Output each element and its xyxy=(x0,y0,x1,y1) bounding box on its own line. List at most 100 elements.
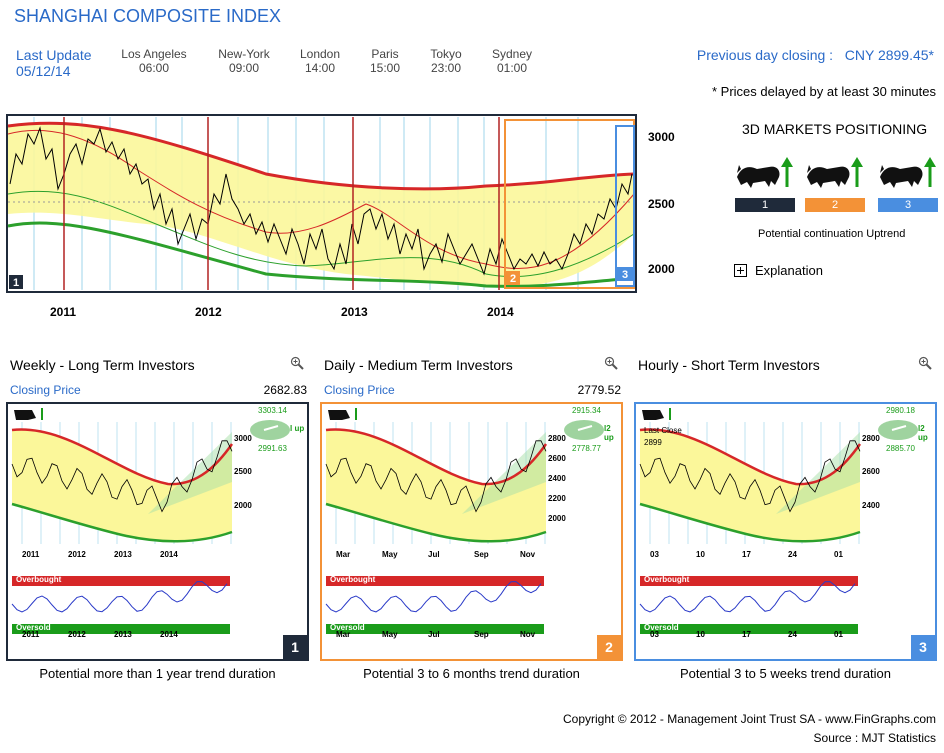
range-high: 2980.18 xyxy=(886,406,915,415)
closing-price-label: Closing Price xyxy=(10,383,81,397)
bull-icon xyxy=(737,157,793,188)
range-high: 3303.14 xyxy=(258,406,287,415)
closing-price-value: 2682.83 xyxy=(263,383,307,397)
x-tick: Jul xyxy=(428,550,440,559)
copyright: Copyright © 2012 - Management Joint Trus… xyxy=(563,712,936,726)
x-tick: Nov xyxy=(520,550,536,559)
oversold-label: Oversold xyxy=(16,623,51,632)
range-low: 2885.70 xyxy=(886,444,915,453)
x-tick: 03 xyxy=(650,550,659,559)
x-tick: Mar xyxy=(336,550,351,559)
x-tick: 17 xyxy=(742,550,751,559)
panel-title: Weekly - Long Term Investors xyxy=(10,357,195,373)
marker-1: 1 xyxy=(13,277,19,289)
city-clock: London 14:00 xyxy=(299,47,341,75)
panel-chart-svg xyxy=(11,408,290,634)
x-tick-lower: 2014 xyxy=(160,630,178,639)
closing-price-value: 2779.52 xyxy=(577,383,621,397)
x-tick-lower: 01 xyxy=(834,630,843,639)
marker-3: 3 xyxy=(622,269,628,281)
overbought-label: Overbought xyxy=(330,575,376,584)
x-tick-lower: 2011 xyxy=(22,630,40,639)
panel-tag: 3 xyxy=(911,635,935,659)
zoom-icon[interactable] xyxy=(290,356,304,370)
y-tick: 2000 xyxy=(648,262,675,276)
y-tick: 2600 xyxy=(862,467,880,477)
x-tick-lower: Jul xyxy=(428,630,440,639)
y-tick: 2600 xyxy=(548,454,566,463)
x-tick: 24 xyxy=(788,550,797,559)
zoom-icon[interactable] xyxy=(918,356,932,370)
x-tick-lower: 24 xyxy=(788,630,797,639)
x-tick-lower: Sep xyxy=(474,630,489,639)
positioning-badge-3: 3 xyxy=(878,198,938,212)
previous-closing: Previous day closing : CNY 2899.45* xyxy=(696,47,934,63)
last-close-value: 2899 xyxy=(644,438,662,447)
city-clock: Tokyo 23:00 xyxy=(430,47,462,75)
x-tick-lower: 03 xyxy=(650,630,659,639)
x-tick-lower: Mar xyxy=(336,630,351,639)
zoom-icon[interactable] xyxy=(604,356,618,370)
city-clock: Sydney 01:00 xyxy=(491,47,533,75)
x-tick: 10 xyxy=(696,550,705,559)
y-tick: 2400 xyxy=(548,474,566,483)
closing-price-label: Closing Price xyxy=(324,383,395,397)
last-close-label: Last Close xyxy=(644,426,682,435)
y-tick: 2500 xyxy=(648,197,675,211)
oversold-label: Oversold xyxy=(644,623,679,632)
panel-title: Daily - Medium Term Investors xyxy=(324,357,513,373)
x-tick: 2013 xyxy=(114,550,132,559)
positioning-status: Potential continuation Uptrend xyxy=(758,228,906,240)
panel-tag: 2 xyxy=(597,635,621,659)
x-tick: 01 xyxy=(834,550,843,559)
x-tick: 2011 xyxy=(22,550,40,559)
y-tick: 2200 xyxy=(548,494,566,503)
x-tick-lower: 10 xyxy=(696,630,705,639)
x-tick: 2014 xyxy=(160,550,178,559)
panel-chart-svg xyxy=(325,408,604,634)
y-tick: 2800 xyxy=(862,434,880,443)
overbought-label: Overbought xyxy=(16,575,62,584)
y-tick: 2400 xyxy=(862,500,880,510)
y-tick: 3000 xyxy=(234,434,252,443)
panel-chart-3[interactable]: 2980.18 2885.70 l2 up 2800 2600 2400 03 03 10 10 1… xyxy=(634,402,937,661)
last-update: Last Update 05/12/14 xyxy=(16,47,92,79)
delay-note: * Prices delayed by at least 30 minutes xyxy=(711,84,936,99)
positioning-badge-1: 1 xyxy=(735,198,795,212)
x-tick-lower: May xyxy=(382,630,398,639)
x-tick: Sep xyxy=(474,550,489,559)
panel-chart-1[interactable]: 3303.14 2991.63 l up 3000 2500 2000 2011 2011 20… xyxy=(6,402,309,661)
y-tick: 2000 xyxy=(234,500,252,510)
trend-duration: Potential more than 1 year trend duratio… xyxy=(39,666,276,681)
x-tick-lower: Nov xyxy=(520,630,536,639)
x-year: 2014 xyxy=(487,305,514,319)
bull-icon xyxy=(807,157,863,188)
x-tick-lower: 2012 xyxy=(68,630,86,639)
panel-chart-svg xyxy=(639,408,918,634)
x-year: 2012 xyxy=(195,305,222,319)
explanation-toggle[interactable]: Explanation xyxy=(734,263,823,278)
bull-icon xyxy=(880,157,936,188)
range-high: 2915.34 xyxy=(572,406,601,415)
positioning-title: 3D MARKETS POSITIONING xyxy=(742,121,928,137)
panel-chart-2[interactable]: 2915.34 2778.77 l2 up 2800 2600 2400 2200 2000 M… xyxy=(320,402,623,661)
source: Source : MJT Statistics xyxy=(813,731,936,745)
y-tick: 2500 xyxy=(234,467,252,477)
y-tick: 2000 xyxy=(548,514,566,523)
panel-tag: 1 xyxy=(283,635,307,659)
positioning-badge-2: 2 xyxy=(805,198,865,212)
x-tick: May xyxy=(382,550,398,559)
range-low: 2778.77 xyxy=(572,444,601,453)
x-year: 2013 xyxy=(341,305,368,319)
panel-title: Hourly - Short Term Investors xyxy=(638,357,820,373)
x-tick-lower: 2013 xyxy=(114,630,132,639)
y-tick: 2800 xyxy=(548,434,566,443)
marker-2: 2 xyxy=(510,273,516,285)
range-low: 2991.63 xyxy=(258,444,287,453)
city-clock: Los Angeles 06:00 xyxy=(121,47,187,75)
main-chart[interactable]: 1 2 3 xyxy=(6,114,640,296)
trend-label: l up xyxy=(290,424,305,433)
overbought-label: Overbought xyxy=(644,575,690,584)
page-title: SHANGHAI COMPOSITE INDEX xyxy=(14,6,282,26)
trend-duration: Potential 3 to 5 weeks trend duration xyxy=(679,666,892,681)
